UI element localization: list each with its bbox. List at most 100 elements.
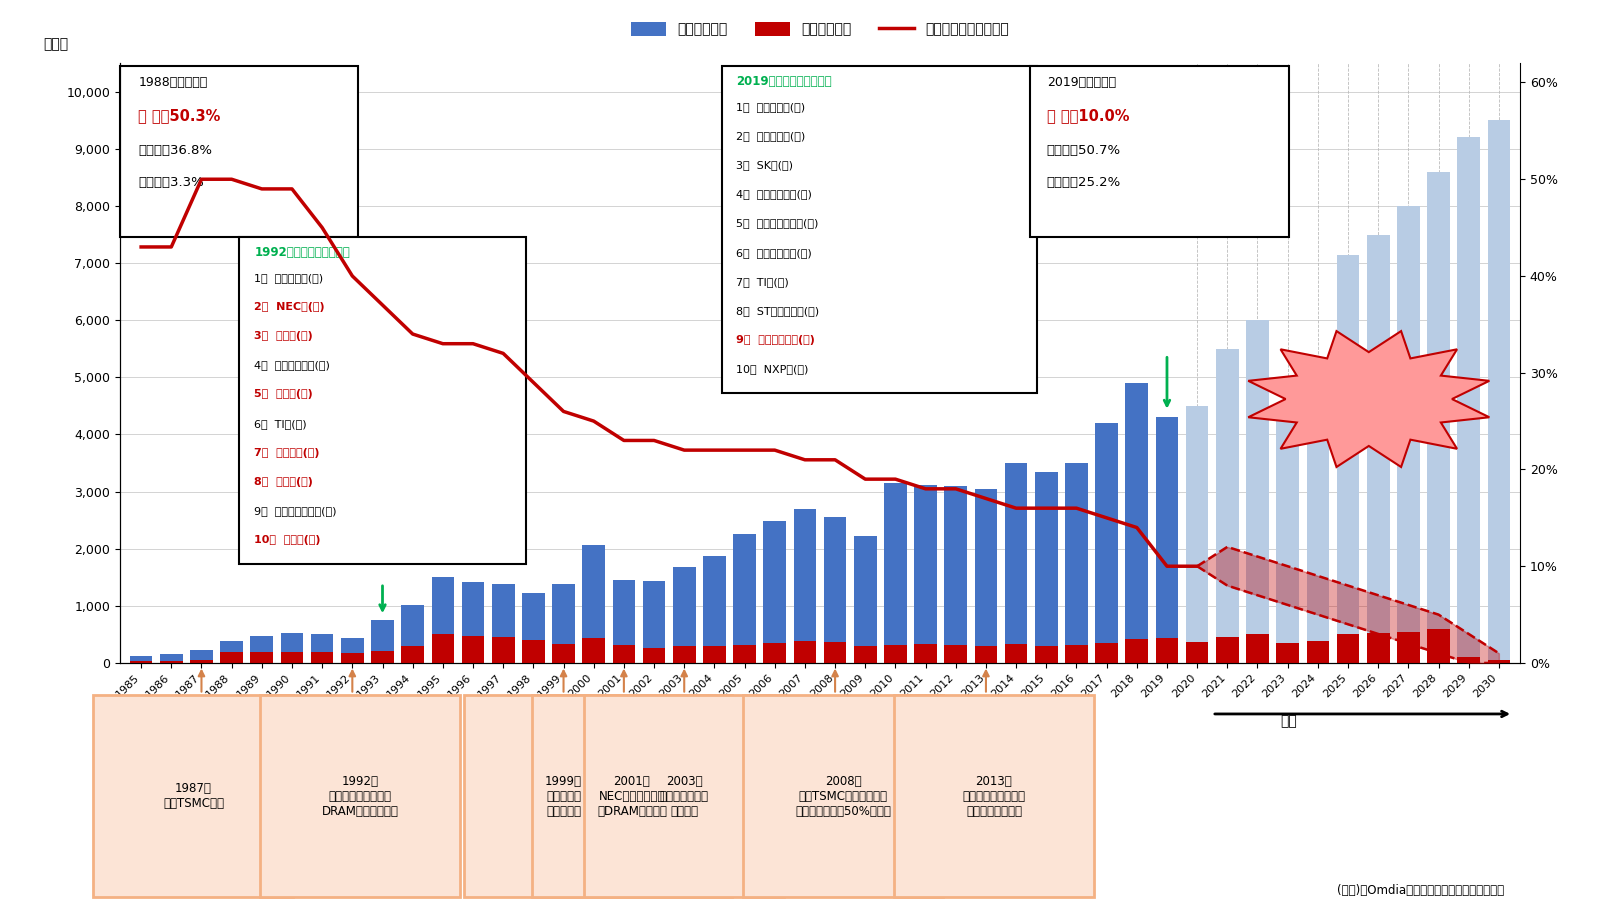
Bar bbox=[1246, 634, 1269, 663]
Bar bbox=[1186, 642, 1208, 663]
Text: 1988年のシェア: 1988年のシェア bbox=[138, 77, 208, 89]
Bar bbox=[1246, 320, 1269, 663]
Bar bbox=[1336, 254, 1360, 663]
Text: 9位  フィリップス　(蘭): 9位 フィリップス (蘭) bbox=[254, 506, 338, 516]
Bar bbox=[1458, 137, 1480, 663]
Bar bbox=[914, 484, 938, 663]
Text: 4位  モトローラ　(米): 4位 モトローラ (米) bbox=[254, 361, 330, 371]
Bar bbox=[402, 646, 424, 663]
Text: 7位  TI　(米): 7位 TI (米) bbox=[736, 277, 789, 287]
Bar bbox=[613, 645, 635, 663]
Bar bbox=[130, 656, 152, 663]
Text: 予測: 予測 bbox=[1280, 714, 1298, 728]
Bar bbox=[643, 648, 666, 663]
Bar bbox=[674, 567, 696, 663]
Text: アジア：3.3%: アジア：3.3% bbox=[138, 176, 203, 189]
Bar bbox=[251, 651, 274, 663]
Text: 1992年の売上ランキング: 1992年の売上ランキング bbox=[254, 246, 350, 259]
Bar bbox=[1458, 658, 1480, 663]
Bar bbox=[1307, 641, 1330, 663]
Bar bbox=[702, 557, 726, 663]
Bar bbox=[1488, 660, 1510, 663]
Text: 1位  インテル　(米): 1位 インテル (米) bbox=[254, 273, 323, 283]
Text: 7位  富士通　(日): 7位 富士通 (日) bbox=[254, 447, 320, 457]
Bar bbox=[733, 645, 755, 663]
Text: 2003年
ルネサステクノ
ロジ設立: 2003年 ルネサステクノ ロジ設立 bbox=[659, 775, 709, 817]
Bar bbox=[1066, 645, 1088, 663]
Bar bbox=[974, 489, 997, 663]
Bar bbox=[1096, 643, 1118, 663]
Text: 3位  SK　(韓): 3位 SK (韓) bbox=[736, 161, 794, 170]
Bar bbox=[1307, 372, 1330, 663]
Bar bbox=[280, 651, 304, 663]
Text: 2019年の売上ランキング: 2019年の売上ランキング bbox=[736, 75, 832, 88]
Text: 5位  日立　(日): 5位 日立 (日) bbox=[254, 390, 314, 400]
Text: 4位  マイクロン　(米): 4位 マイクロン (米) bbox=[736, 189, 811, 199]
Text: 億ドル: 億ドル bbox=[43, 37, 69, 51]
Bar bbox=[1366, 633, 1389, 663]
Bar bbox=[582, 638, 605, 663]
Bar bbox=[885, 483, 907, 663]
Bar bbox=[763, 521, 786, 663]
Bar bbox=[854, 647, 877, 663]
Bar bbox=[1488, 120, 1510, 663]
Bar bbox=[794, 641, 816, 663]
Bar bbox=[824, 517, 846, 663]
Bar bbox=[432, 634, 454, 663]
Bar bbox=[643, 581, 666, 663]
Bar bbox=[310, 634, 333, 663]
Bar bbox=[1155, 639, 1178, 663]
Bar bbox=[885, 645, 907, 663]
Bar bbox=[190, 660, 213, 663]
Text: 8位  三菱　(日): 8位 三菱 (日) bbox=[254, 477, 314, 487]
Text: 米　国：36.8%: 米 国：36.8% bbox=[138, 144, 213, 157]
Bar bbox=[1216, 637, 1238, 663]
Bar bbox=[1427, 629, 1450, 663]
Bar bbox=[402, 604, 424, 663]
Bar bbox=[221, 652, 243, 663]
Bar bbox=[341, 653, 363, 663]
Bar bbox=[522, 640, 544, 663]
Text: 10位  松下　(日): 10位 松下 (日) bbox=[254, 535, 322, 545]
Bar bbox=[1186, 406, 1208, 663]
Bar bbox=[1035, 472, 1058, 663]
Text: 2013年
エルピーダメモリが
マイクロンに買収: 2013年 エルピーダメモリが マイクロンに買収 bbox=[963, 775, 1026, 817]
Bar bbox=[310, 652, 333, 663]
Bar bbox=[763, 643, 786, 663]
Text: 8位  STマイクロ　(瑞): 8位 STマイクロ (瑞) bbox=[736, 306, 819, 316]
Text: 2位  NEC　(日): 2位 NEC (日) bbox=[254, 302, 325, 312]
Bar bbox=[251, 636, 274, 663]
Bar bbox=[794, 509, 816, 663]
Text: 2019年のシェア: 2019年のシェア bbox=[1046, 77, 1115, 89]
Bar bbox=[1216, 349, 1238, 663]
Legend: 世界の売上高, 日本の売上高, 日本企業のシェア推移: 世界の売上高, 日本の売上高, 日本企業のシェア推移 bbox=[626, 16, 1014, 42]
Text: 5位  ブロードコム　(米): 5位 ブロードコム (米) bbox=[736, 218, 818, 228]
Text: (出典)　Omdiaのデータを基に経済産業省作成: (出典) Omdiaのデータを基に経済産業省作成 bbox=[1338, 885, 1504, 897]
Bar bbox=[160, 661, 182, 663]
Text: 6位  TI　(米): 6位 TI (米) bbox=[254, 419, 307, 428]
Text: 2008年
台湿TSMCが世界ファウ
ンドリシェアの50%を獲得: 2008年 台湿TSMCが世界ファウ ンドリシェアの50%を獲得 bbox=[795, 775, 891, 817]
Bar bbox=[674, 647, 696, 663]
FancyBboxPatch shape bbox=[120, 66, 358, 237]
Bar bbox=[1096, 423, 1118, 663]
Bar bbox=[914, 644, 938, 663]
Bar bbox=[582, 545, 605, 663]
Bar bbox=[371, 620, 394, 663]
Bar bbox=[824, 642, 846, 663]
Text: 3位  東芥　(日): 3位 東芥 (日) bbox=[254, 331, 314, 341]
Bar bbox=[944, 486, 966, 663]
Bar bbox=[341, 639, 363, 663]
Bar bbox=[1277, 406, 1299, 663]
Bar bbox=[613, 580, 635, 663]
FancyBboxPatch shape bbox=[1030, 66, 1290, 237]
Bar bbox=[491, 637, 515, 663]
Bar bbox=[1397, 631, 1419, 663]
Bar bbox=[522, 593, 544, 663]
Bar bbox=[854, 536, 877, 663]
Text: 将来的に
日本シェアは
ほぼ0%に!?: 将来的に 日本シェアは ほぼ0%に!? bbox=[1339, 378, 1398, 420]
Text: 日 本：50.3%: 日 本：50.3% bbox=[138, 108, 221, 124]
Bar bbox=[1397, 206, 1419, 663]
Text: 1999年
エルピーダ
メモリ設立: 1999年 エルピーダ メモリ設立 bbox=[546, 775, 582, 817]
Bar bbox=[1066, 463, 1088, 663]
Bar bbox=[160, 654, 182, 663]
